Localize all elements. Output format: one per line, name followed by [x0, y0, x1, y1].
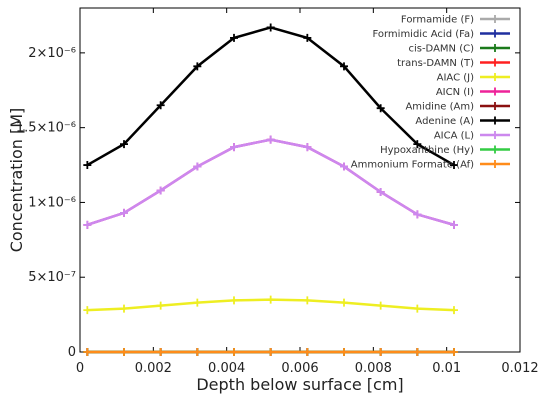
data-point [340, 348, 348, 356]
series-group [83, 135, 458, 229]
data-point [376, 104, 385, 113]
data-point [450, 161, 458, 170]
data-point [266, 135, 275, 144]
legend-label: Hypoxanthine (Hy) [380, 145, 474, 156]
data-point [266, 348, 275, 356]
data-point [193, 348, 202, 356]
data-point [303, 33, 312, 42]
legend-marker [491, 145, 499, 154]
data-point [156, 186, 165, 195]
legend-label: AICN (I) [436, 87, 474, 98]
x-tick-label: 0.004 [208, 361, 245, 376]
x-tick-label: 0.012 [501, 361, 538, 376]
data-point [413, 348, 422, 356]
data-point [193, 62, 202, 71]
data-point [230, 296, 238, 305]
legend-label: cis-DAMN (C) [408, 44, 474, 55]
legend-label: Ammonium Formate (Af) [351, 160, 474, 171]
data-point [156, 301, 165, 310]
data-point [83, 348, 92, 356]
data-point [413, 210, 422, 219]
legend-marker [491, 102, 499, 110]
data-point [303, 143, 312, 152]
data-point [413, 140, 422, 149]
legend-marker [491, 160, 499, 168]
data-point [266, 295, 275, 304]
data-point [120, 348, 128, 356]
data-point [230, 143, 238, 152]
legend-marker [491, 44, 499, 52]
data-point [376, 301, 385, 310]
legend-label: Adenine (A) [415, 116, 474, 127]
legend-marker [491, 116, 499, 125]
data-point [450, 348, 458, 356]
data-point [303, 348, 312, 356]
y-tick-label: 1×10⁻⁶ [28, 195, 76, 210]
x-tick-label: 0.008 [355, 361, 392, 376]
data-point [450, 306, 458, 315]
legend-marker [491, 29, 499, 38]
x-tick-label: 0.002 [135, 361, 172, 376]
legend-marker [491, 15, 499, 23]
data-point [230, 348, 238, 356]
series-group [83, 295, 458, 315]
series-group [83, 23, 458, 170]
legend-label: Formimidic Acid (Fa) [372, 29, 474, 40]
series-group [83, 348, 458, 356]
y-axis-title: Concentration [M] [7, 108, 26, 253]
legend-label: AIAC (J) [437, 73, 474, 84]
data-point [120, 304, 128, 313]
y-tick-label: 1.5×10⁻⁶ [16, 121, 76, 136]
y-tick-label: 0 [68, 345, 76, 360]
legend-label: trans-DAMN (T) [397, 58, 474, 69]
data-point [120, 140, 128, 149]
data-point [303, 296, 312, 305]
data-point [193, 298, 202, 307]
data-point [83, 220, 92, 229]
data-point [376, 187, 385, 196]
data-point [376, 348, 385, 356]
legend-label: AICA (L) [434, 131, 474, 142]
x-tick-label: 0 [76, 361, 84, 376]
data-point [193, 162, 202, 171]
legend-label: Formamide (F) [401, 15, 474, 26]
data-point [156, 348, 165, 356]
legend-marker [491, 87, 499, 96]
y-tick-label: 2×10⁻⁶ [28, 46, 76, 61]
data-point [413, 304, 422, 313]
x-tick-label: 0.01 [432, 361, 461, 376]
x-tick-label: 0.006 [281, 361, 318, 376]
data-point [450, 220, 458, 229]
y-tick-label: 5×10⁻⁷ [28, 270, 76, 285]
data-point [266, 23, 275, 32]
data-point [156, 101, 165, 110]
legend: Formamide (F) Formimidic Acid (Fa) cis-DAM… [351, 15, 510, 171]
data-point [340, 162, 348, 171]
data-point [230, 33, 238, 42]
series-layer [83, 23, 458, 356]
legend-marker [491, 73, 499, 81]
data-point [83, 306, 92, 315]
legend-marker [491, 58, 499, 67]
data-point [340, 298, 348, 307]
data-point [120, 208, 128, 217]
data-point [340, 62, 348, 71]
legend-label: Amidine (Am) [405, 102, 474, 113]
axis-ticks: 0 0.002 0.004 0.006 0.008 0.01 0.012 0 5×10⁻⁷ 1×1… [16, 8, 539, 376]
data-point [83, 161, 92, 170]
legend-marker [491, 131, 499, 139]
x-axis-title: Depth below surface [cm] [196, 375, 403, 394]
